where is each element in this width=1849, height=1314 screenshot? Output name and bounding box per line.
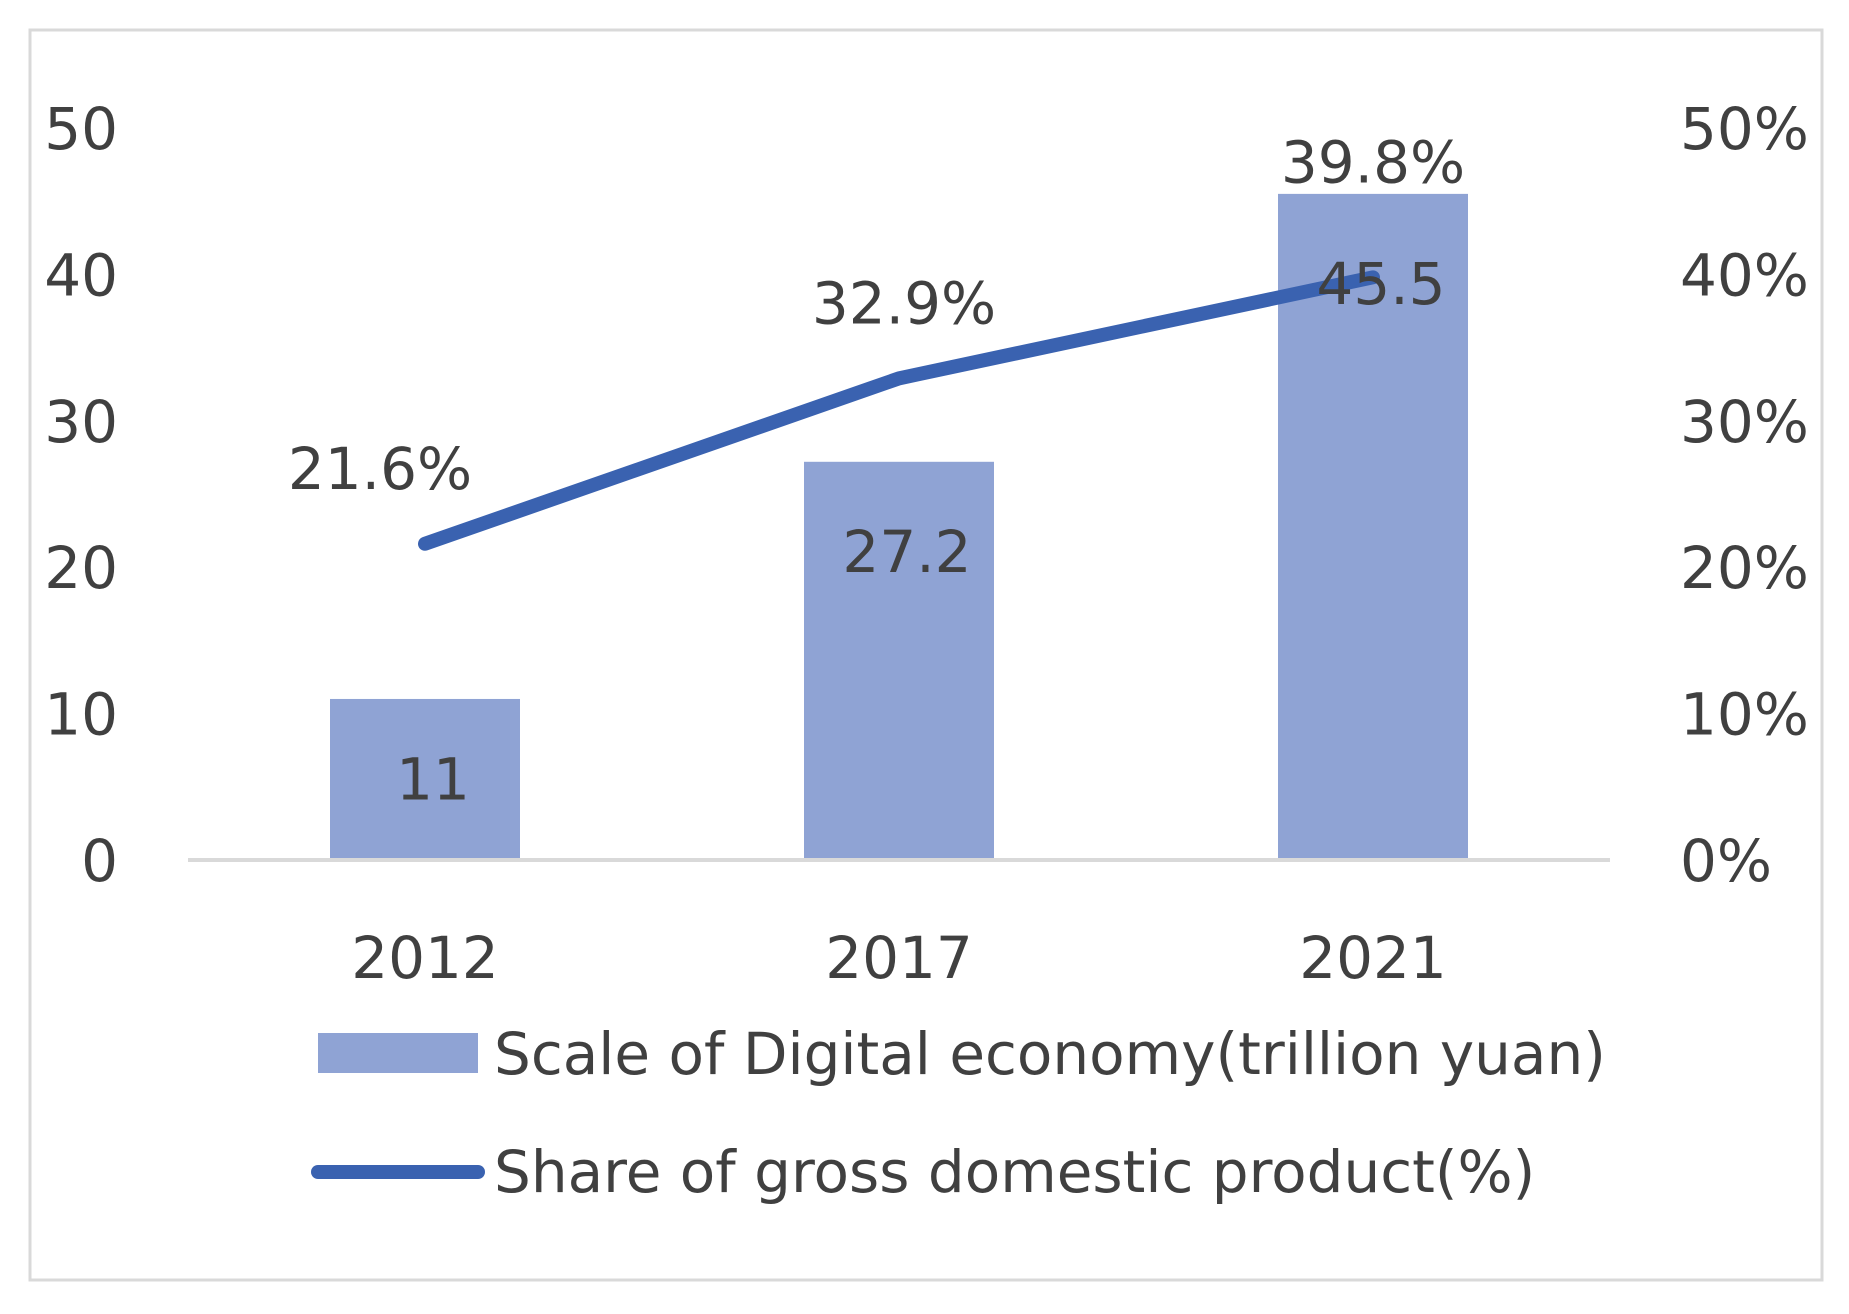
- right-tick-label: 20%: [1680, 534, 1809, 602]
- line-point-2021: [1372, 276, 1374, 279]
- bar-data-label: 11: [396, 745, 470, 813]
- line-series: [418, 270, 1380, 551]
- left-tick-label: 30: [44, 388, 118, 456]
- right-axis-ticks: 0% 10% 20% 30% 40% 50%: [1680, 95, 1809, 895]
- bar-2017: [804, 461, 994, 860]
- right-tick-label: 0%: [1680, 827, 1772, 895]
- left-tick-label: 20: [44, 534, 118, 602]
- bar-data-labels: 11 27.2 45.5: [396, 250, 1445, 814]
- right-tick-label: 40%: [1680, 241, 1809, 309]
- x-tick-label: 2021: [1299, 924, 1447, 992]
- left-tick-label: 10: [44, 681, 118, 749]
- legend-line-label: Share of gross domestic product(%): [494, 1138, 1535, 1206]
- line-data-label: 39.8%: [1281, 128, 1465, 196]
- left-tick-label: 0: [81, 827, 118, 895]
- right-tick-label: 10%: [1680, 681, 1809, 749]
- left-axis-ticks: 0 10 20 30 40 50: [44, 95, 118, 895]
- right-tick-label: 30%: [1680, 388, 1809, 456]
- bars: [330, 193, 1468, 860]
- bar-2012: [330, 698, 520, 860]
- legend-bar-swatch: [318, 1033, 478, 1073]
- line-point-2012: [424, 542, 426, 545]
- bar-data-label: 27.2: [842, 518, 971, 586]
- x-tick-label: 2017: [825, 924, 973, 992]
- line-data-labels: 21.6% 32.9% 39.8%: [288, 128, 1465, 502]
- x-tick-label: 2012: [351, 924, 499, 992]
- line-data-label: 21.6%: [288, 435, 472, 503]
- legend: Scale of Digital economy(trillion yuan) …: [311, 1020, 1606, 1206]
- right-tick-label: 50%: [1680, 95, 1809, 163]
- left-tick-label: 40: [44, 241, 118, 309]
- bar-data-label: 45.5: [1316, 250, 1445, 318]
- left-tick-label: 50: [44, 95, 118, 163]
- line-data-label: 32.9%: [812, 269, 996, 337]
- line-point-2017: [898, 377, 900, 380]
- x-axis-ticks: 2012 2017 2021: [351, 924, 1447, 992]
- legend-bar-label: Scale of Digital economy(trillion yuan): [494, 1020, 1606, 1088]
- bar-2021: [1278, 193, 1468, 860]
